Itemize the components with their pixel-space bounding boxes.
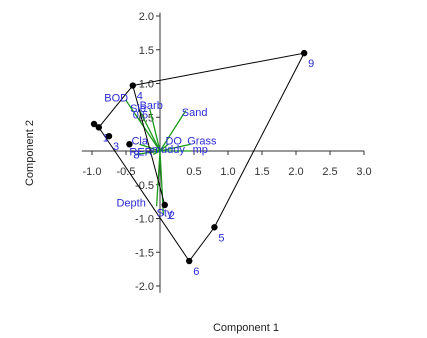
x-tick-label: 2.5	[322, 166, 337, 178]
loading-vector	[155, 150, 161, 207]
data-points: 13 4 8 2 5 6 9	[90, 49, 314, 278]
x-axis-title: Component 1	[213, 322, 279, 334]
x-tick-label: 3.0	[356, 166, 371, 178]
data-point	[186, 257, 193, 265]
data-point	[129, 82, 136, 89]
loading-label: 0.5	[133, 110, 148, 122]
y-tick-label: -1.5	[135, 247, 154, 259]
y-axis-title: Component 2	[24, 120, 36, 186]
point-label: 1	[103, 132, 109, 144]
y-tick-label: 1.0	[139, 79, 154, 91]
x-tick-label: 0.5	[186, 166, 201, 178]
loading-label: Sty	[157, 207, 173, 219]
point-label: 8	[133, 149, 139, 161]
loading-label: mp	[193, 144, 208, 156]
loading-vector	[149, 108, 161, 152]
point-label: 5	[218, 232, 224, 244]
data-point	[126, 141, 133, 148]
y-tick-label: 2.0	[139, 11, 154, 23]
loading-label: Depth	[116, 197, 145, 209]
point-label: 6	[193, 266, 199, 278]
point-label: 2	[169, 210, 175, 222]
loading-label: muddy	[152, 144, 186, 156]
axes: -1.0 -0.5 0.5 1.0 1.5 2.0 2.5 3.0 2.01.51.00.5-…	[81, 11, 372, 293]
data-point	[300, 49, 308, 57]
point-label: 4	[137, 91, 143, 103]
data-point	[161, 201, 168, 209]
loading-vector	[159, 143, 169, 152]
loading-vector	[136, 150, 161, 156]
loading-vector	[159, 143, 191, 152]
x-tick-label: -1.0	[83, 166, 102, 178]
x-tick-label: 2.0	[288, 166, 303, 178]
loading-label: Slo	[130, 103, 146, 115]
data-point	[211, 224, 218, 231]
point-label: 3	[113, 141, 119, 153]
loading-vector	[125, 100, 161, 152]
loading-label: BOD	[104, 93, 128, 105]
y-tick-label: 1.5	[139, 45, 154, 57]
loading-label: Grass	[187, 135, 217, 147]
y-tick-label: -2.0	[135, 281, 154, 293]
loading-label: DO	[165, 135, 182, 147]
loading-label: Sand	[182, 107, 208, 119]
point-label: 9	[308, 58, 314, 70]
loading-vector	[159, 110, 187, 152]
y-tick-label: -1.0	[135, 214, 154, 226]
x-ticks: -1.0 -0.5 0.5 1.0 1.5 2.0 2.5 3.0	[83, 151, 372, 178]
data-point	[95, 124, 103, 131]
x-tick-label: 1.5	[254, 166, 269, 178]
loading-label: RER	[129, 147, 152, 159]
loading-label: Barb	[140, 100, 163, 112]
data-point	[90, 120, 98, 128]
loading-vector	[139, 110, 161, 152]
loading-label: Cla	[131, 135, 148, 147]
x-tick-label: 1.0	[220, 166, 235, 178]
data-point	[105, 132, 113, 140]
